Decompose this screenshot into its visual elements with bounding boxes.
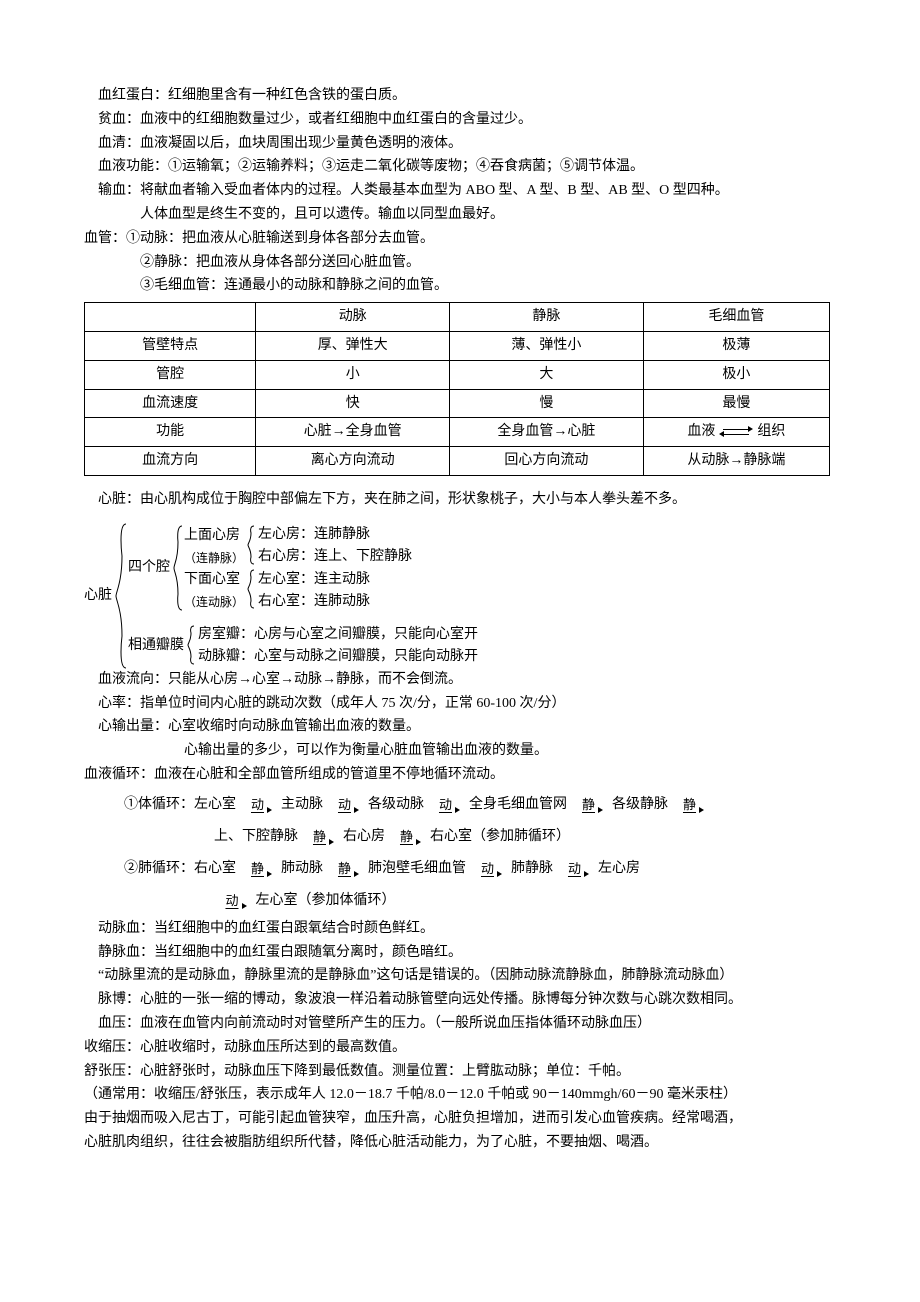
table-cell: 小 bbox=[256, 360, 450, 389]
leaf-arterial-valve: 动脉瓣：心室与动脉之间瓣膜，只能向动脉开 bbox=[196, 646, 478, 668]
def-transfusion-1: 输血：将献血者输入受血者体内的过程。人类最基本血型为 ABO 型、A 型、B 型… bbox=[84, 179, 830, 203]
tree-valves-label: 相通瓣膜 bbox=[128, 624, 186, 667]
table-header-cell bbox=[85, 303, 256, 332]
def-anemia: 贫血：血液中的红细胞数量过少，或者红细胞中血红蛋白的含量过少。 bbox=[84, 108, 830, 132]
labeled-arrow-icon: 静 bbox=[304, 830, 338, 844]
pulmonary-circulation-flow: ②肺循环：右心室 静 肺动脉 静 肺泡壁毛细血管 动 肺静脉 动 左心房 bbox=[84, 855, 830, 883]
blood-circulation-intro: 血液循环：血液在心脏和全部血管所组成的管道里不停地循环流动。 bbox=[84, 763, 830, 787]
heart-intro: 心脏：由心肌构成位于胸腔中部偏左下方，夹在肺之间，形状象桃子，大小与本人拳头差不… bbox=[84, 488, 830, 512]
smoking-harm-1: 由于抽烟而吸入尼古丁，可能引起血管狭窄，血压升高，心脏负担增加，进而引发心血管疾… bbox=[84, 1107, 830, 1131]
table-cell: 功能 bbox=[85, 418, 256, 447]
table-cell: 快 bbox=[256, 389, 450, 418]
brace-icon bbox=[114, 522, 128, 670]
table-cell: 血流方向 bbox=[85, 447, 256, 476]
table-cell: 厚、弹性大 bbox=[256, 331, 450, 360]
table-cell: 从动脉→静脉端 bbox=[643, 447, 829, 476]
leaf-av-valve: 房室瓣：心房与心室之间瓣膜，只能向心室开 bbox=[196, 624, 478, 646]
def-transfusion-2: 人体血型是终生不变的，且可以遗传。输血以同型血最好。 bbox=[84, 203, 830, 227]
table-header-cell: 静脉 bbox=[450, 303, 644, 332]
cardiac-output-2: 心输出量的多少，可以作为衡量心脏血管输出血液的数量。 bbox=[84, 739, 830, 763]
tree-atrium-title: 上面心房 bbox=[184, 524, 240, 548]
tree-atrium-label: 上面心房 （连静脉） bbox=[184, 524, 246, 568]
def-serum: 血清：血液凝固以后，血块周围出现少量黄色透明的液体。 bbox=[84, 132, 830, 156]
table-cell: 慢 bbox=[450, 389, 644, 418]
brace-icon bbox=[246, 524, 256, 568]
table-row: 血流方向离心方向流动回心方向流动从动脉→静脉端 bbox=[85, 447, 830, 476]
heart-structure-tree: 心脏 四个腔 bbox=[84, 522, 830, 670]
tree-ventricle-label: 下面心室 （连动脉） bbox=[184, 568, 246, 612]
table-header-cell: 毛细血管 bbox=[643, 303, 829, 332]
table-cell: 管壁特点 bbox=[85, 331, 256, 360]
blood-pressure: 血压：血液在血管内向前流动时对管壁所产生的压力。（一般所说血压指体循环动脉血压） bbox=[84, 1012, 830, 1036]
labeled-arrow-icon: 动 bbox=[242, 798, 276, 812]
artery-vein-note: “动脉里流的是动脉血，静脉里流的是静脉血”这句话是错误的。（因肺动脉流静脉血，肺… bbox=[84, 964, 830, 988]
pulmonary-circulation-flow-2: 动 左心室（参加体循环） bbox=[84, 887, 830, 915]
cell-blood-label: 血液 bbox=[687, 424, 715, 439]
diastolic-pressure: 舒张压：心脏舒张时，动脉血压下降到最低数值。测量位置：上臂肱动脉；单位：千帕。 bbox=[84, 1060, 830, 1084]
labeled-arrow-icon: 静 bbox=[242, 862, 276, 876]
table-row: 血流速度快慢最慢 bbox=[85, 389, 830, 418]
table-cell: 回心方向流动 bbox=[450, 447, 644, 476]
cardiac-output-1: 心输出量：心室收缩时向动脉血管输出血液的数量。 bbox=[84, 715, 830, 739]
table-cell: 极薄 bbox=[643, 331, 829, 360]
brace-icon bbox=[172, 524, 184, 612]
labeled-arrow-icon: 动 bbox=[216, 894, 250, 908]
tree-ventricle-sub: （连动脉） bbox=[184, 592, 244, 612]
table-cell: 大 bbox=[450, 360, 644, 389]
table-cell: 薄、弹性小 bbox=[450, 331, 644, 360]
brace-icon bbox=[186, 624, 196, 667]
labeled-arrow-icon: 动 bbox=[329, 798, 363, 812]
pulse: 脉博：心脏的一张一缩的博动，象波浪一样沿着动脉管壁向远处传播。脉博每分钟次数与心… bbox=[84, 988, 830, 1012]
document-page: 血红蛋白：红细胞里含有一种红色含铁的蛋白质。 贫血：血液中的红细胞数量过少，或者… bbox=[0, 0, 920, 1215]
tree-ventricle-title: 下面心室 bbox=[184, 568, 240, 592]
bp-normal-range: （通常用：收缩压/舒张压，表示成年人 12.0－18.7 千帕/8.0－12.0… bbox=[84, 1083, 830, 1107]
table-cell: 离心方向流动 bbox=[256, 447, 450, 476]
systemic-circulation-flow-2: 上、下腔静脉 静 右心房 静 右心室（参加肺循环） bbox=[84, 823, 830, 851]
table-row: 管壁特点厚、弹性大薄、弹性小极薄 bbox=[85, 331, 830, 360]
heart-rate: 心率：指单位时间内心脏的跳动次数（成年人 75 次/分，正常 60-100 次/… bbox=[84, 692, 830, 716]
table-row: 管腔小大极小 bbox=[85, 360, 830, 389]
labeled-arrow-icon: 静 bbox=[573, 798, 607, 812]
table-row: 功能心脏→全身血管全身血管→心脏 血液 组织 bbox=[85, 418, 830, 447]
table-header-cell: 动脉 bbox=[256, 303, 450, 332]
labeled-arrow-icon: 动 bbox=[472, 862, 506, 876]
labeled-arrow-icon: 动 bbox=[559, 862, 593, 876]
labeled-arrow-icon: 动 bbox=[430, 798, 464, 812]
cell-tissue-label: 组织 bbox=[757, 424, 785, 439]
leaf-right-atrium: 右心房：连上、下腔静脉 bbox=[256, 546, 412, 568]
table-cell: 全身血管→心脏 bbox=[450, 418, 644, 447]
table-cell: 血流速度 bbox=[85, 389, 256, 418]
vessel-comparison-table: 动脉静脉毛细血管管壁特点厚、弹性大薄、弹性小极薄管腔小大极小血流速度快慢最慢功能… bbox=[84, 302, 830, 476]
leaf-left-ventricle: 左心室：连主动脉 bbox=[256, 569, 370, 591]
table-cell: 最慢 bbox=[643, 389, 829, 418]
arterial-blood: 动脉血：当红细胞中的血红蛋白跟氧结合时颜色鲜红。 bbox=[84, 917, 830, 941]
def-vessel-capillary: ③毛细血管：连通最小的动脉和静脉之间的血管。 bbox=[84, 274, 830, 298]
labeled-arrow-icon: 静 bbox=[674, 798, 708, 812]
venous-blood: 静脉血：当红细胞中的血红蛋白跟随氧分离时，颜色暗红。 bbox=[84, 941, 830, 965]
labeled-arrow-icon: 静 bbox=[391, 830, 425, 844]
table-cell: 血液 组织 bbox=[643, 418, 829, 447]
systemic-circulation-flow: ①体循环：左心室 动 主动脉 动 各级动脉 动 全身毛细血管网 静 各级静脉 静 bbox=[84, 791, 830, 819]
smoking-harm-2: 心脏肌肉组织，往往会被脂肪组织所代替，降低心脏活动能力，为了心脏，不要抽烟、喝酒… bbox=[84, 1131, 830, 1155]
labeled-arrow-icon: 静 bbox=[329, 862, 363, 876]
def-blood-function: 血液功能：①运输氧；②运输养料；③运走二氧化碳等废物；④吞食病菌；⑤调节体温。 bbox=[84, 155, 830, 179]
def-hemoglobin: 血红蛋白：红细胞里含有一种红色含铁的蛋白质。 bbox=[84, 84, 830, 108]
leaf-left-atrium: 左心房：连肺静脉 bbox=[256, 524, 412, 546]
systolic-pressure: 收缩压：心脏收缩时，动脉血压所达到的最高数值。 bbox=[84, 1036, 830, 1060]
table-cell: 管腔 bbox=[85, 360, 256, 389]
bidirectional-arrow-icon bbox=[719, 426, 753, 438]
def-vessel-artery: 血管：①动脉：把血液从心脏输送到身体各部分去血管。 bbox=[84, 227, 830, 251]
table-cell: 极小 bbox=[643, 360, 829, 389]
blood-flow-direction: 血液流向：只能从心房→心室→动脉→静脉，而不会倒流。 bbox=[84, 668, 830, 692]
tree-atrium-sub: （连静脉） bbox=[184, 548, 244, 568]
def-vessel-vein: ②静脉：把血液从身体各部分送回心脏血管。 bbox=[84, 251, 830, 275]
brace-icon bbox=[246, 568, 256, 612]
leaf-right-ventricle: 右心室：连肺动脉 bbox=[256, 591, 370, 613]
tree-root-label: 心脏 bbox=[84, 522, 114, 670]
table-cell: 心脏→全身血管 bbox=[256, 418, 450, 447]
tree-four-chambers-label: 四个腔 bbox=[128, 524, 172, 612]
